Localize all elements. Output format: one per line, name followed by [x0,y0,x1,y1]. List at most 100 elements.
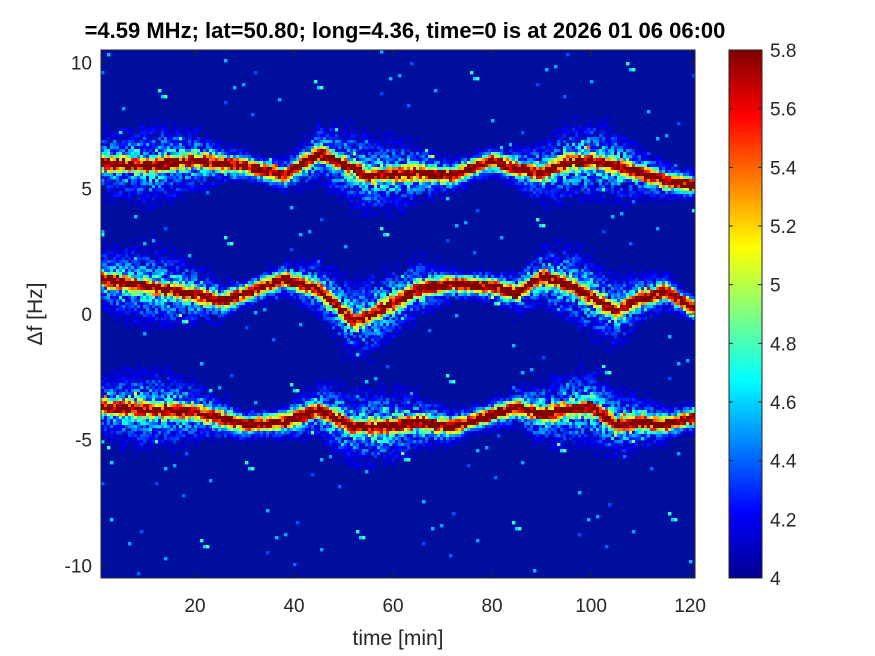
heatmap-cell [371,212,375,216]
heatmap-cell [134,437,138,441]
heatmap-cell [362,347,366,351]
heatmap-cell [350,149,354,153]
heatmap-cell [182,320,186,324]
heatmap-cell [377,278,381,282]
heatmap-cell [149,194,153,198]
heatmap-cell [314,167,318,171]
heatmap-cell [161,257,165,261]
heatmap-cell [365,464,369,468]
heatmap-cell [290,407,294,411]
heatmap-cell [110,200,114,204]
heatmap-cell [131,296,135,300]
heatmap-cell [230,311,234,315]
heatmap-cell [251,425,255,429]
heatmap-cell [200,305,204,309]
heatmap-cell [185,317,189,321]
heatmap-cell [344,131,348,135]
heatmap-cell [227,278,231,282]
heatmap-cell [293,425,297,429]
heatmap-cell [323,410,327,414]
heatmap-cell [356,152,360,156]
heatmap-cell [113,257,117,261]
heatmap-cell [359,398,363,402]
heatmap-cell [227,425,231,429]
heatmap-cell [230,293,234,297]
heatmap-cell [197,128,201,132]
heatmap-cell [164,164,168,168]
heatmap-cell [296,149,300,153]
heatmap-cell [347,338,351,342]
heatmap-cell [143,254,147,258]
heatmap-cell [293,284,297,288]
heatmap-cell [191,131,195,135]
heatmap-cell [149,380,153,384]
heatmap-cell [236,161,240,165]
heatmap-cell [104,149,108,153]
heatmap-cell [305,167,309,171]
heatmap-cell [146,128,150,132]
heatmap-cell [374,158,378,162]
heatmap-cell [131,239,135,243]
heatmap-cell [296,431,300,435]
heatmap-cell [365,461,369,465]
heatmap-cell [143,170,147,174]
heatmap-cell [152,137,156,141]
heatmap-cell [188,131,192,135]
heatmap-cell [260,158,264,162]
heatmap-cell [104,383,108,387]
heatmap-cell [359,326,363,330]
heatmap-cell [161,419,165,423]
heatmap-cell [182,260,186,264]
heatmap-cell [260,428,264,432]
heatmap-cell [365,434,369,438]
heatmap-cell [311,266,315,270]
heatmap-cell [170,425,174,429]
heatmap-cell [374,293,378,297]
heatmap-cell [251,437,255,441]
heatmap-cell [200,182,204,186]
heatmap-cell [194,416,198,420]
heatmap-cell [266,161,270,165]
heatmap-cell [317,125,321,129]
heatmap-cell [236,176,240,180]
heatmap-cell [173,281,177,285]
heatmap-cell [152,413,156,417]
heatmap-cell [377,320,381,324]
heatmap-cell [212,308,216,312]
heatmap-cell [335,158,339,162]
heatmap-cell [167,386,171,390]
heatmap-cell [290,161,294,165]
heatmap-cell [242,170,246,174]
heatmap-cell [236,299,240,303]
heatmap-cell [101,233,105,237]
heatmap-cell [377,188,381,192]
heatmap-cell [224,290,228,294]
heatmap-cell [338,416,342,420]
heatmap-cell [239,440,243,444]
heatmap-cell [155,278,159,282]
heatmap-cell [374,149,378,153]
heatmap-cell [311,416,315,420]
heatmap-cell [302,440,306,444]
heatmap-cell [224,308,228,312]
heatmap-cell [356,167,360,171]
heatmap-cell [359,161,363,165]
heatmap-cell [110,152,114,156]
heatmap-cell [161,197,165,201]
heatmap-cell [227,179,231,183]
heatmap-cell [116,269,120,273]
heatmap-cell [110,269,114,273]
heatmap-cell [269,263,273,267]
heatmap-cell [128,146,132,150]
heatmap-cell [152,206,156,210]
heatmap-cell [125,140,129,144]
heatmap-cell [152,263,156,267]
heatmap-cell [116,416,120,420]
heatmap-cell [158,377,162,381]
heatmap-cell [293,419,297,423]
heatmap-cell [245,416,249,420]
heatmap-cell [176,131,180,135]
heatmap-cell [338,392,342,396]
heatmap-cell [374,272,378,276]
heatmap-cell [263,410,267,414]
